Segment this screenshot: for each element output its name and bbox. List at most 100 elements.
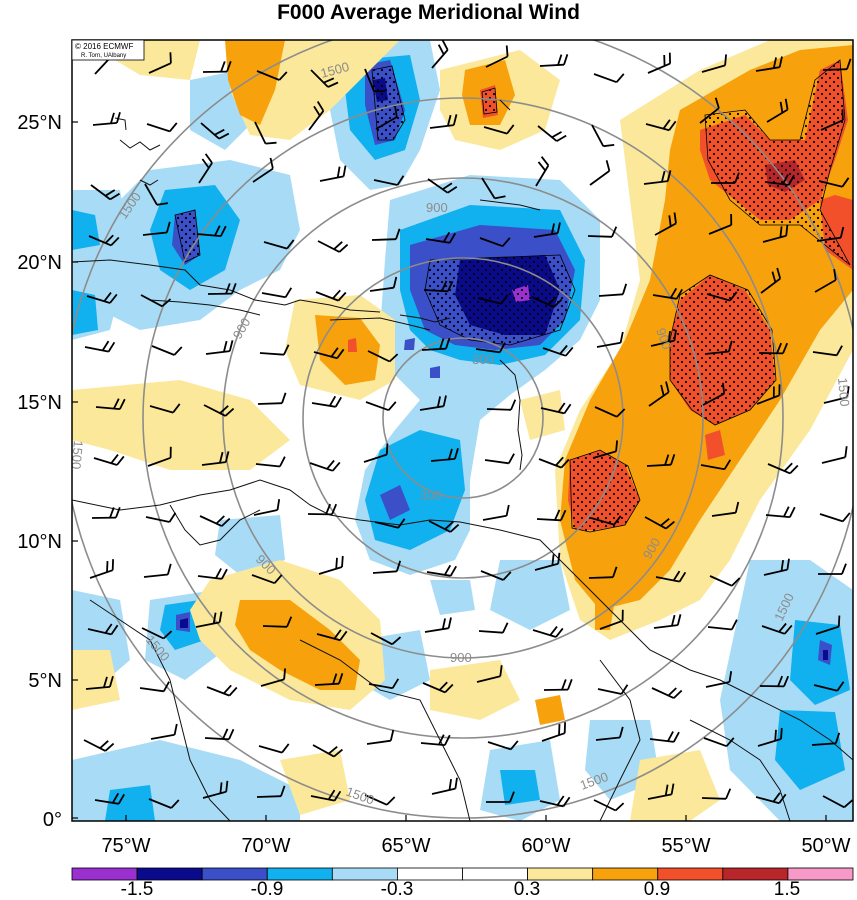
- wind-barb-shaft: [372, 570, 397, 574]
- wind-barb-shaft: [539, 800, 564, 808]
- wind-barb-flag: [219, 451, 224, 464]
- wind-barb-flag: [660, 518, 670, 527]
- wind-barb-flag: [221, 517, 231, 527]
- wind-barb-shaft: [592, 450, 617, 459]
- wind-barb-flag: [729, 291, 738, 302]
- cbar-label-neg1p5: -1.5: [121, 879, 154, 900]
- wind-barb-flag: [276, 499, 281, 511]
- wind-barb-flag: [225, 283, 231, 295]
- wind-barb-shaft: [371, 238, 397, 241]
- wind-barb-shaft: [755, 66, 780, 72]
- wind-barb-flag: [502, 571, 512, 581]
- wind-barb-flag: [672, 570, 681, 581]
- wind-barb-flag: [499, 342, 506, 353]
- wind-barb-flag: [837, 615, 841, 627]
- wind-barb-flag: [328, 746, 338, 755]
- wind-barb-flag: [772, 57, 777, 69]
- wind-barb-shaft: [93, 457, 118, 466]
- wind-barb-flag: [615, 73, 625, 83]
- wind-barb-flag: [441, 618, 446, 630]
- wind-barb-flag: [619, 331, 624, 343]
- wind-barb-flag: [561, 679, 567, 691]
- wind-barb-flag: [563, 54, 569, 65]
- wind-barb-flag: [452, 114, 458, 126]
- wind-barb-flag: [665, 381, 670, 393]
- wind-barb-shaft: [534, 562, 559, 571]
- wind-barb-flag: [316, 101, 325, 112]
- wind-barb-flag: [441, 280, 448, 292]
- wind-barb-flag: [673, 329, 677, 341]
- wind-barb-flag: [201, 158, 210, 169]
- wind-barb-flag: [667, 687, 677, 697]
- wind-barb-shaft: [206, 686, 230, 697]
- wind-barb-flag: [335, 557, 338, 569]
- wind-barb-flag: [502, 622, 509, 634]
- wind-barb-flag: [281, 392, 287, 404]
- wind-barb-flag: [665, 520, 675, 530]
- ring-label-1500-top: 1500: [319, 59, 351, 81]
- wind-barb-flag: [833, 268, 837, 281]
- wind-barb-flag: [673, 731, 680, 743]
- wind-barb-shaft: [374, 521, 399, 529]
- wind-barb-shaft: [651, 687, 675, 699]
- wind-barb-flag: [562, 796, 571, 807]
- wind-barb-shaft: [145, 516, 170, 523]
- wind-barb-shaft: [195, 621, 220, 628]
- wind-barb-shaft: [542, 347, 566, 357]
- wind-barb-flag: [225, 780, 229, 792]
- wind-barb-flag: [219, 405, 229, 414]
- wind-barb-flag: [789, 506, 796, 518]
- wind-barb-shaft: [429, 124, 454, 129]
- wind-barb-shaft: [764, 181, 789, 186]
- wind-barb-flag: [841, 109, 844, 121]
- wind-barb-shaft: [588, 576, 614, 579]
- wind-barb-flag: [391, 678, 400, 689]
- wind-barb-flag: [386, 796, 396, 806]
- wind-barb-flag: [170, 799, 180, 809]
- wind-barb-flag: [330, 347, 339, 358]
- wind-barb-flag: [222, 728, 229, 740]
- wind-barb-shaft: [84, 346, 109, 353]
- wind-barb-flag: [439, 338, 445, 350]
- wind-barb-flag: [392, 276, 398, 288]
- wind-barb-shaft: [316, 633, 341, 642]
- wind-barb-flag: [104, 742, 115, 752]
- wind-barb-shaft: [649, 738, 674, 743]
- wind-barb-flag: [454, 777, 458, 789]
- wind-barb-flag: [436, 396, 441, 408]
- wind-barb-shaft: [424, 627, 449, 633]
- wind-barb-flag: [223, 340, 228, 353]
- wind-barb-flag: [673, 689, 683, 699]
- wind-barb-flag: [342, 165, 347, 177]
- wind-barb-shaft: [89, 569, 113, 579]
- wind-barb-flag: [728, 340, 733, 352]
- wind-barb-flag: [214, 225, 221, 236]
- wind-barb-flag: [332, 673, 338, 685]
- wind-barb-shaft: [703, 737, 727, 748]
- wind-barb-shaft: [203, 404, 226, 417]
- wind-barb-shaft: [202, 790, 227, 799]
- wind-barb-flag: [391, 636, 402, 645]
- lat-label-0: 0°: [43, 809, 62, 831]
- wind-barb-flag: [448, 778, 452, 791]
- wind-barb-flag: [101, 340, 110, 351]
- wind-barb-shaft: [536, 518, 562, 522]
- wind-barb-shaft: [364, 68, 375, 92]
- wind-barb-shaft: [480, 570, 504, 581]
- wind-barb-flag: [560, 509, 567, 521]
- wind-barb-shaft: [535, 164, 550, 187]
- wind-barb-shaft: [594, 406, 618, 418]
- wind-barb-shaft: [253, 509, 278, 516]
- wind-barb-flag: [112, 792, 120, 804]
- wind-barb-flag: [779, 101, 784, 113]
- wind-barb-shaft: [481, 177, 496, 199]
- wind-barb-shaft: [823, 396, 848, 404]
- wind-barb-flag: [173, 723, 178, 735]
- wind-barb-flag: [104, 189, 116, 197]
- wind-barb-flag: [731, 619, 738, 630]
- wind-barb-flag: [842, 512, 851, 522]
- wind-barb-flag: [280, 785, 286, 797]
- wind-barb-flag: [447, 617, 452, 629]
- wind-barb-flag: [338, 673, 344, 684]
- wind-barb-flag: [557, 54, 563, 66]
